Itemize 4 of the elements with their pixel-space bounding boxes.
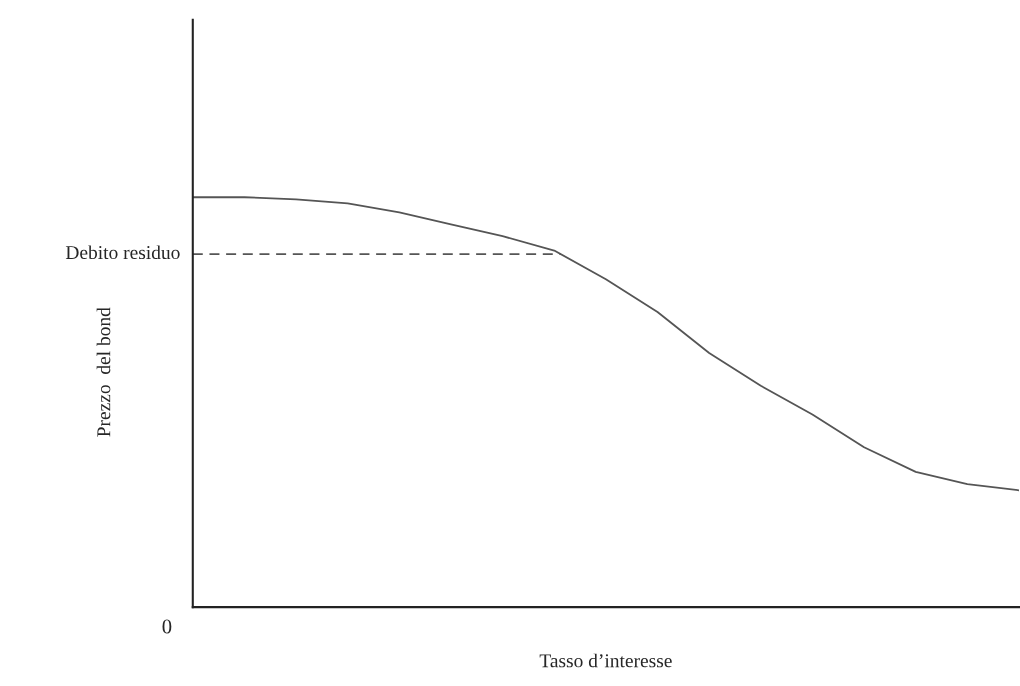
- ref-line-label: Debito residuo: [65, 245, 180, 260]
- text: 0: [162, 619, 172, 634]
- y-axis-title: Prezzo del bond: [96, 307, 111, 437]
- x-axis-title: Tasso d’interesse: [539, 653, 672, 668]
